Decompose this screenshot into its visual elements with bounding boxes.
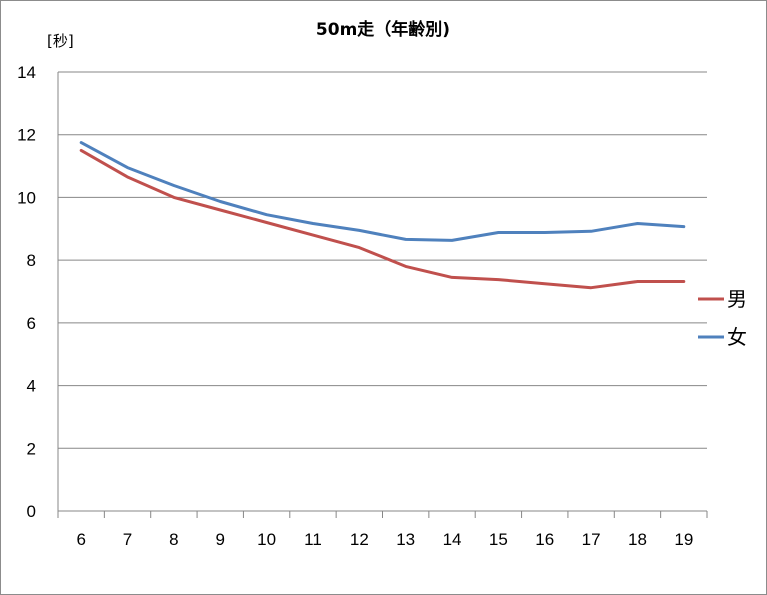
legend-label: 男 bbox=[727, 287, 747, 311]
x-tick-label: 7 bbox=[123, 530, 132, 549]
axes bbox=[57, 72, 708, 518]
y-tick-label: 8 bbox=[27, 251, 36, 270]
x-tick-label: 15 bbox=[489, 530, 508, 549]
x-tick-label: 8 bbox=[169, 530, 178, 549]
y-tick-label: 0 bbox=[27, 502, 36, 521]
y-tick-label: 6 bbox=[27, 314, 36, 333]
x-tick-labels: 6 7 8 9 10 11 12 13 14 15 16 17 18 19 bbox=[76, 530, 693, 549]
y-tick-label: 4 bbox=[27, 377, 36, 396]
y-axis-unit-label: [秒] bbox=[47, 32, 74, 50]
legend-label: 女 bbox=[727, 325, 747, 349]
x-tick-label: 18 bbox=[628, 530, 647, 549]
x-tick-label: 12 bbox=[350, 530, 369, 549]
x-tick-label: 19 bbox=[674, 530, 693, 549]
x-tick-label: 17 bbox=[582, 530, 601, 549]
y-tick-label: 2 bbox=[27, 439, 36, 458]
series-line-0 bbox=[79, 148, 686, 290]
x-tick-label: 6 bbox=[76, 530, 85, 549]
x-tick-label: 10 bbox=[257, 530, 276, 549]
y-tick-label: 10 bbox=[17, 188, 36, 207]
x-tick-label: 14 bbox=[443, 530, 462, 549]
y-tick-labels: 0 2 4 6 8 10 12 14 bbox=[17, 63, 36, 521]
x-tick-label: 13 bbox=[396, 530, 415, 549]
series-line-1 bbox=[79, 141, 686, 242]
legend: 男女 bbox=[698, 287, 747, 349]
gridlines bbox=[58, 71, 707, 449]
y-tick-label: 12 bbox=[17, 126, 36, 145]
series-lines bbox=[79, 141, 686, 290]
x-tick-label: 9 bbox=[216, 530, 225, 549]
y-tick-label: 14 bbox=[17, 63, 36, 82]
chart-title: 50m走（年齢別) bbox=[316, 19, 450, 40]
x-tick-label: 16 bbox=[535, 530, 554, 549]
x-tick-label: 11 bbox=[304, 530, 322, 549]
